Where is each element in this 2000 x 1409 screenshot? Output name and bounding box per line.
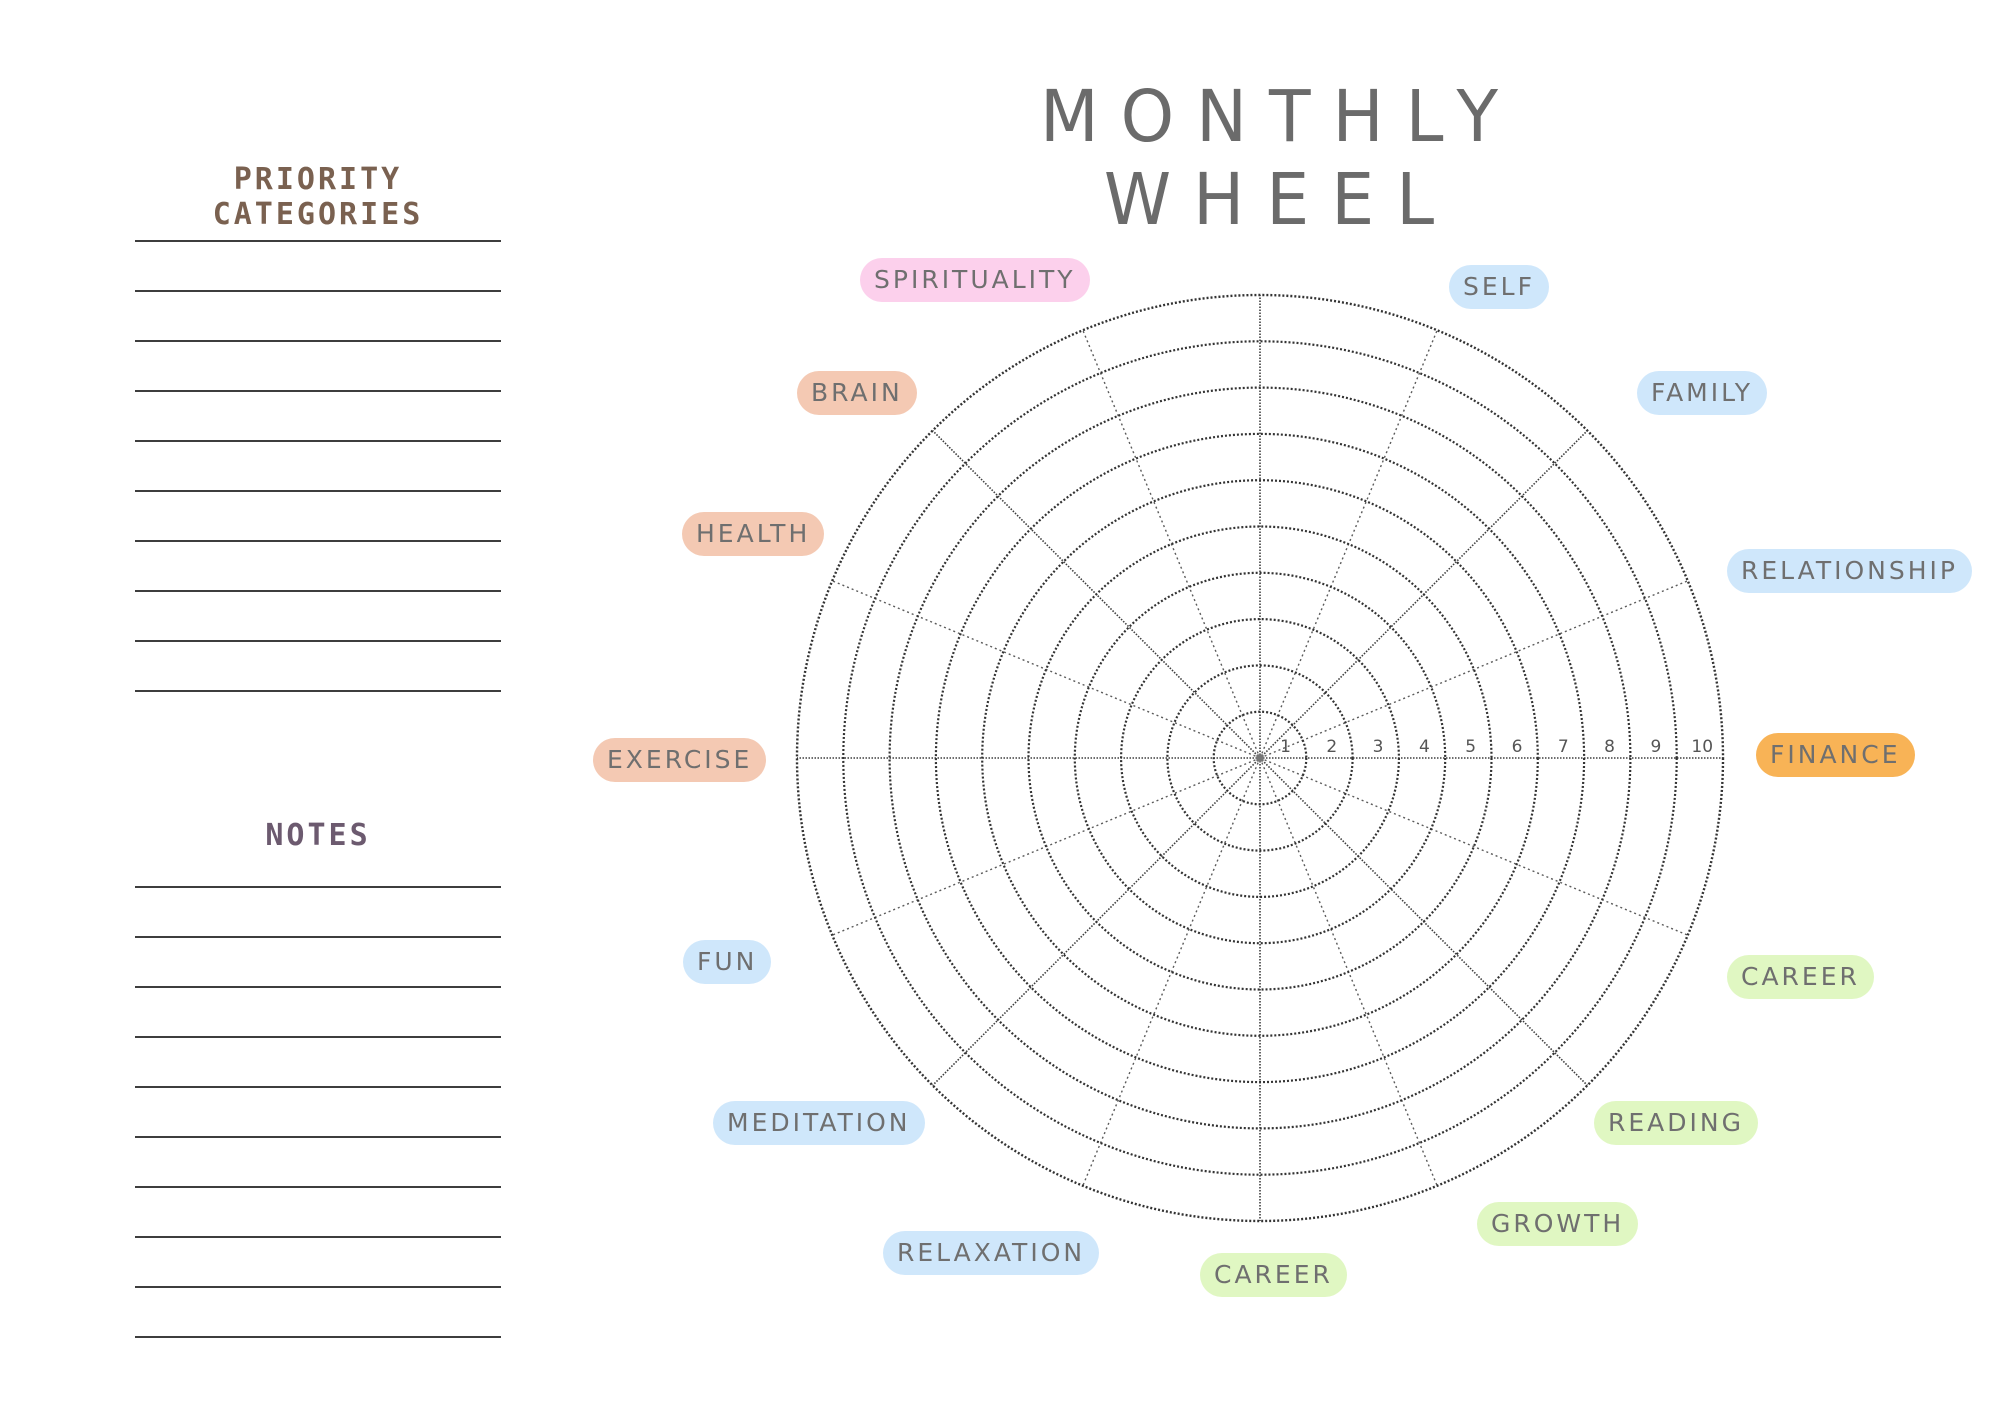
priority-category-line — [135, 490, 501, 492]
wheel-center-dot — [1256, 754, 1264, 762]
scale-number: 10 — [1691, 737, 1713, 757]
notes-line — [135, 1186, 501, 1188]
wheel-ring — [981, 479, 1539, 1037]
priority-category-line — [135, 590, 501, 592]
wheel-ring — [1166, 664, 1354, 852]
category-label-career-bottom: CAREER — [1200, 1253, 1347, 1297]
wheel-spoke — [831, 757, 1261, 936]
notes-line — [135, 1036, 501, 1038]
category-label-career-right: CAREER — [1727, 955, 1874, 999]
priority-categories-heading: PRIORITY CATEGORIES — [212, 162, 424, 232]
wheel-spoke — [1259, 329, 1438, 759]
priority-category-line — [135, 640, 501, 642]
wheel-ring — [842, 340, 1678, 1176]
wheel-spoke — [1082, 329, 1261, 759]
notes-line — [135, 886, 501, 888]
notes-line — [135, 1136, 501, 1138]
notes-heading: NOTES — [265, 818, 371, 853]
notes-line — [135, 936, 501, 938]
category-label-growth: GROWTH — [1477, 1202, 1639, 1246]
category-label-fun: FUN — [683, 940, 772, 984]
priority-category-line — [135, 290, 501, 292]
category-label-reading: READING — [1594, 1101, 1758, 1145]
scale-number: 9 — [1650, 737, 1661, 757]
wheel-spoke — [1259, 580, 1689, 759]
priority-category-line — [135, 440, 501, 442]
wheel-spoke — [932, 430, 1261, 759]
notes-line — [135, 1236, 501, 1238]
category-label-brain: BRAIN — [797, 371, 917, 415]
priority-category-line — [135, 690, 501, 692]
category-label-spirituality: SPIRITUALITY — [860, 258, 1090, 302]
scale-number: 3 — [1373, 737, 1384, 757]
wheel-spoke — [831, 580, 1261, 759]
priority-category-line — [135, 340, 501, 342]
wheel-spoke — [932, 757, 1261, 1086]
scale-number: 4 — [1419, 737, 1430, 757]
scale-number: 5 — [1465, 737, 1476, 757]
scale-number: 6 — [1512, 737, 1523, 757]
wheel-spoke — [1259, 757, 1438, 1187]
notes-line — [135, 1286, 501, 1288]
category-label-exercise: EXERCISE — [593, 738, 767, 782]
priority-category-line — [135, 240, 501, 242]
category-label-meditation: MEDITATION — [713, 1101, 925, 1145]
category-label-self: SELF — [1449, 265, 1549, 309]
wheel-spoke — [1082, 757, 1261, 1187]
notes-line — [135, 1336, 501, 1338]
category-label-relaxation: RELAXATION — [883, 1231, 1100, 1275]
scale-number: 7 — [1558, 737, 1569, 757]
wheel-ring — [1073, 571, 1447, 945]
scale-number: 8 — [1604, 737, 1615, 757]
priority-category-line — [135, 390, 501, 392]
category-label-finance: FINANCE — [1756, 733, 1915, 777]
notes-line — [135, 1086, 501, 1088]
page-title: MONTHLY WHEEL — [1039, 76, 1521, 242]
category-label-family: FAMILY — [1637, 371, 1768, 415]
wheel-spoke — [1259, 430, 1588, 759]
scale-number: 1 — [1280, 737, 1291, 757]
category-label-health: HEALTH — [682, 512, 825, 556]
wheel-spoke — [1259, 757, 1588, 1086]
priority-category-line — [135, 540, 501, 542]
notes-line — [135, 986, 501, 988]
scale-number: 2 — [1326, 737, 1337, 757]
category-label-relationship: RELATIONSHIP — [1727, 549, 1972, 593]
wheel-spoke — [1259, 757, 1689, 936]
